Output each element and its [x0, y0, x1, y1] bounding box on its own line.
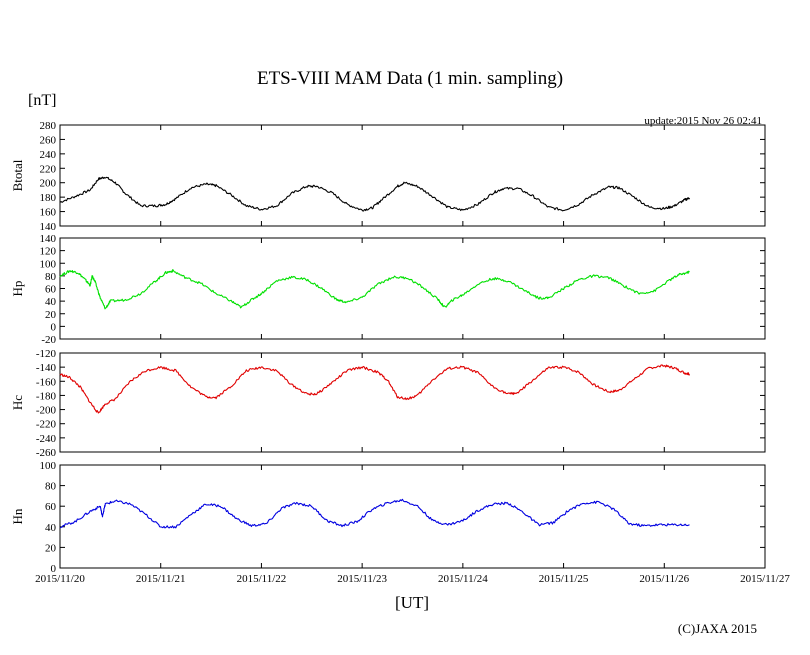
y-tick-label: 220: [40, 163, 57, 175]
x-axis-label: [UT]: [395, 593, 429, 612]
panel-frame: [59, 464, 766, 569]
update-label: update:2015 Nov 26 02:41: [644, 115, 762, 127]
y-tick-label: -20: [41, 334, 56, 346]
y-tick-label: 100: [40, 258, 57, 270]
y-tick-label: -200: [36, 405, 57, 417]
panel-btotal: 140 160 180 200 220 240 260 280 Btotal: [10, 120, 766, 233]
y-tick-label: -180: [36, 390, 57, 402]
y-axis-label-hn: Hn: [10, 508, 25, 524]
y-tick-label: 100: [40, 460, 57, 472]
panel-hn: 0 20 40 60 80 100 Hn: [10, 460, 766, 575]
y-tick-label: -120: [36, 348, 57, 360]
y-tick-label: 0: [51, 563, 57, 575]
x-ticks: 2015/11/20 2015/11/21 2015/11/22 2015/11/23…: [35, 573, 790, 585]
y-tick-label: 200: [40, 178, 57, 190]
y-tick-label: 260: [40, 134, 57, 146]
copyright-label: (C)JAXA 2015: [678, 621, 757, 636]
x-tick-label: 2015/11/22: [237, 573, 287, 585]
y-tick-label: 60: [45, 284, 57, 296]
series-line-hc: [59, 364, 691, 414]
y-tick-label: -260: [36, 447, 57, 459]
panel-hc: -260 -240 -220 -200 -180 -160 -140 -120 Hc: [10, 348, 766, 459]
y-tick-label: -140: [36, 362, 57, 374]
y-tick-label: 80: [45, 481, 57, 493]
x-tick-label: 2015/11/26: [639, 573, 689, 585]
y-tick-label: 60: [45, 501, 57, 513]
y-tick-label: 20: [45, 309, 57, 321]
panel-frame: [59, 237, 766, 340]
y-tick-label: 0: [51, 321, 57, 333]
unit-label: [nT]: [28, 92, 56, 109]
y-tick-label: 280: [40, 120, 57, 132]
y-tick-label: -220: [36, 419, 57, 431]
series-line-hn: [59, 498, 690, 529]
y-axis-label-hp: Hp: [10, 281, 25, 297]
x-tick-label: 2015/11/25: [539, 573, 589, 585]
panel-frame: [59, 352, 766, 453]
x-tick-label: 2015/11/27: [740, 573, 790, 585]
y-tick-label: 40: [45, 522, 57, 534]
y-tick-label: 40: [45, 296, 57, 308]
x-tick-label: 2015/11/23: [337, 573, 387, 585]
x-tick-label: 2015/11/21: [136, 573, 186, 585]
y-tick-label: -240: [36, 433, 57, 445]
series-line-btotal: [59, 176, 691, 212]
x-tick-label: 2015/11/24: [438, 573, 488, 585]
panels: 140160180200220240260280Btotal-200204060…: [10, 120, 766, 575]
chart-title: ETS-VIII MAM Data (1 min. sampling): [257, 68, 563, 89]
y-tick-label: 180: [40, 192, 57, 204]
y-axis-label-btotal: Btotal: [10, 159, 25, 191]
y-tick-label: 80: [45, 271, 57, 283]
x-tick-label: 2015/11/20: [35, 573, 85, 585]
y-tick-label: -160: [36, 376, 57, 388]
y-tick-label: 20: [45, 542, 57, 554]
y-tick-label: 240: [40, 149, 57, 161]
y-tick-label: 140: [40, 221, 57, 233]
y-tick-label: 160: [40, 207, 57, 219]
series-line-hp: [59, 269, 690, 310]
panel-frame: [59, 124, 766, 227]
y-tick-label: 140: [40, 233, 57, 245]
y-axis-label-hc: Hc: [10, 395, 25, 410]
y-tick-label: 120: [40, 246, 57, 258]
